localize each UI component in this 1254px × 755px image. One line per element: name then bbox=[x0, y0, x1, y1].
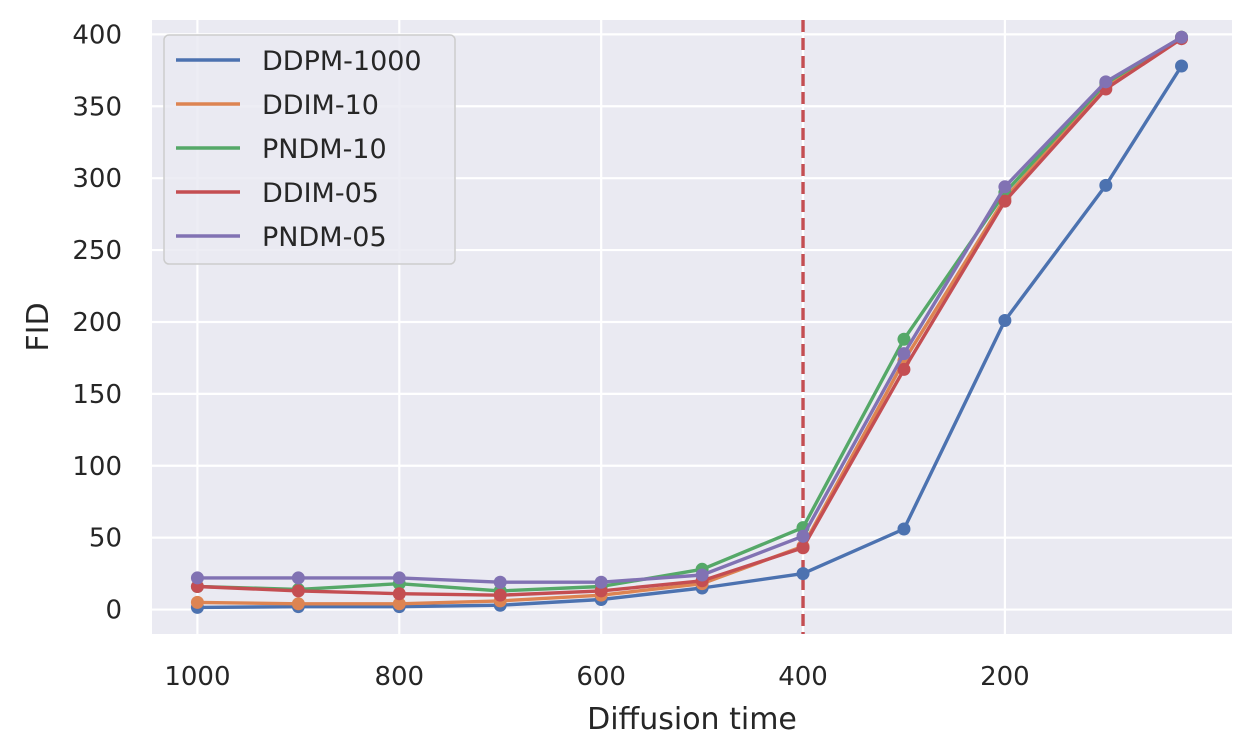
data-point bbox=[190, 571, 204, 585]
x-tick-label: 400 bbox=[778, 662, 828, 692]
legend-item-ddpm-1000: DDPM-1000 bbox=[176, 46, 422, 77]
data-point bbox=[291, 584, 305, 598]
data-point bbox=[796, 567, 810, 581]
x-tick-label: 800 bbox=[374, 662, 424, 692]
y-tick-label: 0 bbox=[105, 596, 122, 626]
legend-item-ddim-10: DDIM-10 bbox=[176, 90, 379, 121]
data-point bbox=[897, 522, 911, 536]
data-point bbox=[897, 332, 911, 346]
x-tick-label: 600 bbox=[576, 662, 626, 692]
legend-label: PNDM-10 bbox=[262, 134, 387, 165]
data-point bbox=[897, 362, 911, 376]
data-point bbox=[493, 588, 507, 602]
x-tick-label: 1000 bbox=[164, 662, 230, 692]
data-point bbox=[392, 571, 406, 585]
legend-label: DDIM-10 bbox=[262, 90, 379, 121]
x-tick-labels: 1000 800 600 400 200 bbox=[164, 662, 1029, 692]
x-tick-label: 200 bbox=[980, 662, 1030, 692]
legend-label: DDIM-05 bbox=[262, 178, 379, 209]
y-tick-label: 50 bbox=[89, 524, 122, 554]
legend-label: DDPM-1000 bbox=[262, 46, 422, 77]
data-point bbox=[998, 194, 1012, 208]
data-point bbox=[392, 587, 406, 601]
legend: DDPM-1000 DDIM-10 PNDM-10 DDIM-05 PNDM-05 bbox=[163, 34, 456, 265]
data-point bbox=[1099, 75, 1113, 89]
data-point bbox=[190, 595, 204, 609]
data-point bbox=[594, 575, 608, 589]
legend-item-pndm-10: PNDM-10 bbox=[176, 134, 387, 165]
data-point bbox=[897, 347, 911, 361]
y-tick-label: 200 bbox=[72, 308, 122, 338]
y-tick-label: 100 bbox=[72, 452, 122, 482]
x-axis-label: Diffusion time bbox=[587, 702, 797, 737]
legend-item-ddim-05: DDIM-05 bbox=[176, 178, 379, 209]
data-point bbox=[796, 529, 810, 543]
legend-label: PNDM-05 bbox=[262, 222, 387, 253]
y-tick-label: 400 bbox=[72, 20, 122, 50]
data-point bbox=[1099, 178, 1113, 192]
series-pndm-05 bbox=[190, 30, 1189, 589]
data-point bbox=[1175, 30, 1189, 44]
data-point bbox=[392, 597, 406, 611]
data-point bbox=[493, 575, 507, 589]
y-tick-label: 150 bbox=[72, 380, 122, 410]
data-point bbox=[695, 568, 709, 582]
data-point bbox=[998, 314, 1012, 328]
series-layer bbox=[190, 30, 1189, 614]
legend-box bbox=[163, 34, 456, 265]
y-axis-label: FID bbox=[21, 302, 56, 351]
y-tick-label: 350 bbox=[72, 92, 122, 122]
data-point bbox=[1175, 59, 1189, 73]
legend-item-pndm-05: PNDM-05 bbox=[176, 222, 387, 253]
data-point bbox=[998, 180, 1012, 194]
y-tick-labels: 0 50 100 150 200 250 300 350 400 bbox=[72, 20, 122, 625]
data-point bbox=[291, 597, 305, 611]
y-tick-label: 250 bbox=[72, 236, 122, 266]
y-tick-label: 300 bbox=[72, 164, 122, 194]
data-point bbox=[291, 571, 305, 585]
data-point bbox=[796, 541, 810, 555]
